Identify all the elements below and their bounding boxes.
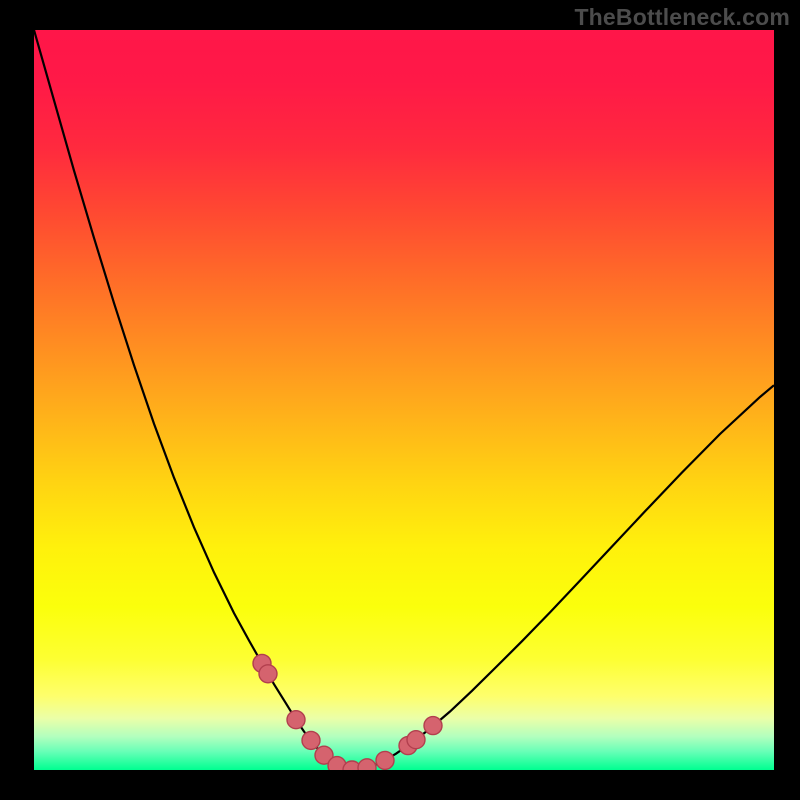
data-marker	[376, 751, 394, 769]
chart-frame: TheBottleneck.com	[0, 0, 800, 800]
data-marker	[424, 717, 442, 735]
watermark-text: TheBottleneck.com	[574, 4, 790, 31]
data-marker	[302, 731, 320, 749]
data-marker	[287, 711, 305, 729]
plot-area	[34, 30, 774, 770]
data-marker	[407, 731, 425, 749]
data-marker	[259, 665, 277, 683]
data-marker	[358, 759, 376, 770]
plot-svg	[34, 30, 774, 770]
